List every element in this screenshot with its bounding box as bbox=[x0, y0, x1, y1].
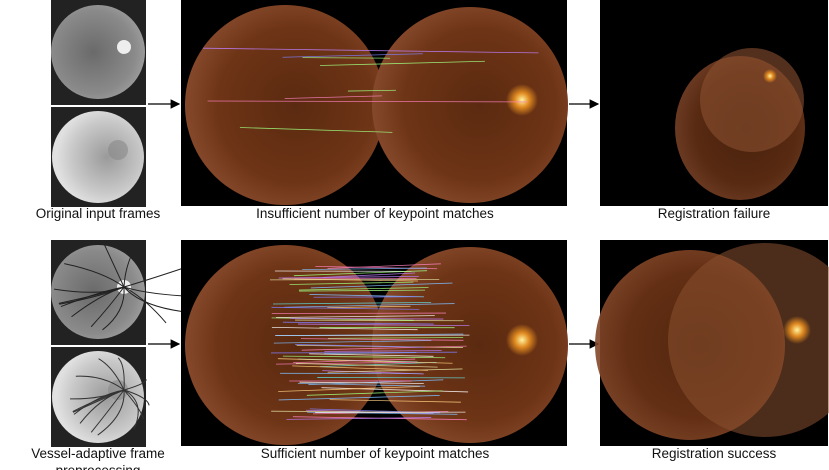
optic-disc bbox=[117, 40, 131, 54]
result-caption: Registration success bbox=[652, 446, 777, 461]
input-caption: Original input frames bbox=[36, 206, 161, 221]
row: Original input frames Insufficient number… bbox=[36, 0, 828, 221]
fundus-right bbox=[372, 7, 568, 203]
caption-line: Original input frames bbox=[36, 206, 161, 221]
input-frame bbox=[51, 5, 145, 99]
matching-caption: Insufficient number of keypoint matches bbox=[256, 206, 494, 221]
fovea bbox=[108, 140, 128, 160]
caption-line: Vessel-adaptive frame bbox=[31, 446, 165, 461]
input-caption: Vessel-adaptive frame preprocessing bbox=[31, 446, 165, 470]
row: Vessel-adaptive frame preprocessing Suffic… bbox=[31, 240, 829, 470]
caption-line: preprocessing bbox=[56, 463, 141, 470]
figure: Original input frames Insufficient number… bbox=[0, 0, 829, 470]
result-caption: Registration failure bbox=[658, 206, 771, 221]
fundus-left bbox=[185, 5, 385, 205]
fundus-overlay bbox=[700, 48, 804, 152]
optic-disc bbox=[506, 84, 538, 116]
optic-disc bbox=[763, 69, 777, 83]
rows: Original input frames Insufficient number… bbox=[31, 0, 829, 470]
matching-caption: Sufficient number of keypoint matches bbox=[261, 446, 490, 461]
optic-disc bbox=[506, 324, 538, 356]
optic-disc bbox=[783, 316, 811, 344]
fundus-left bbox=[185, 245, 385, 445]
input-frame bbox=[52, 111, 144, 203]
